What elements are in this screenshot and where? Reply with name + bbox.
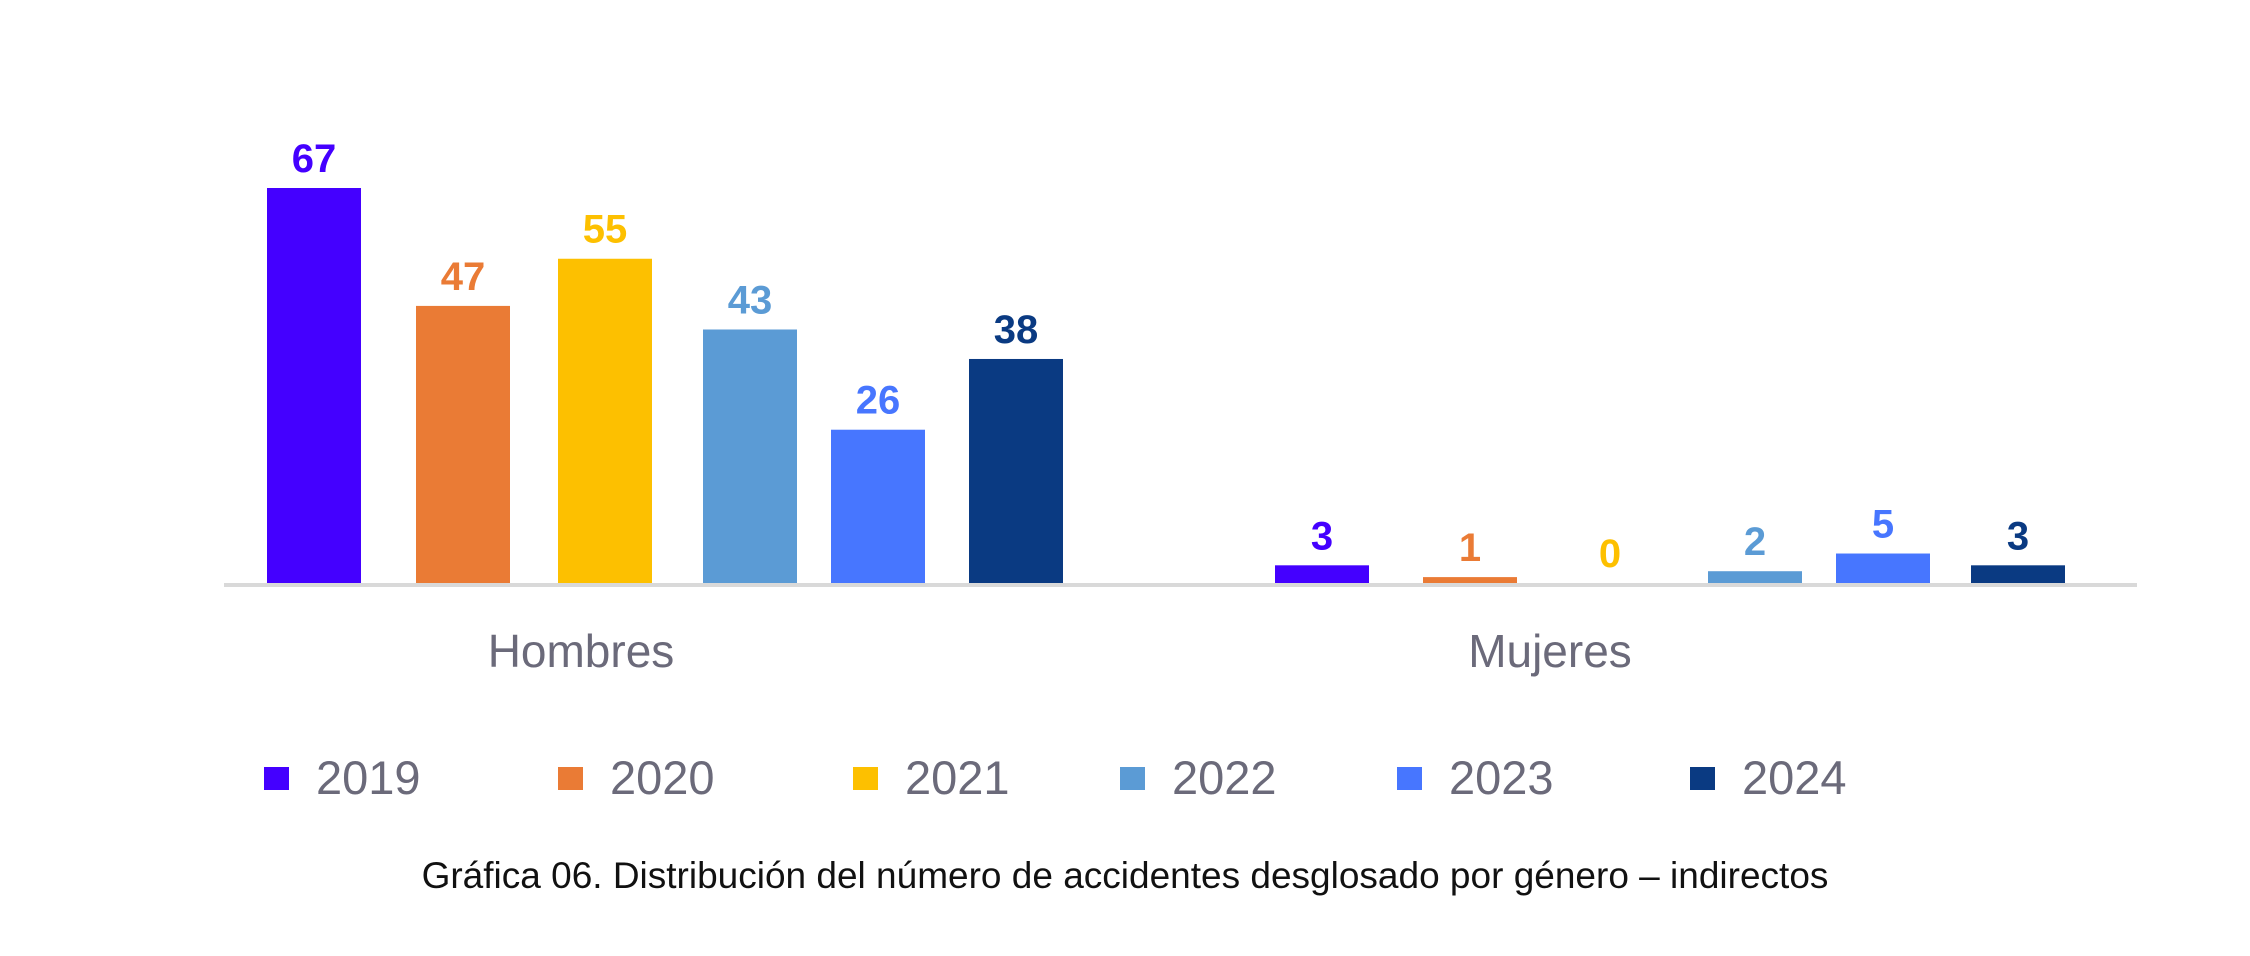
category-label-hombres: Hombres — [488, 625, 675, 677]
legend-swatch — [1120, 766, 1145, 790]
data-label-mujeres-2019: 3 — [1311, 514, 1333, 558]
legend-item-2020[interactable]: 2020 — [558, 748, 715, 808]
bar-hombres-2021 — [558, 258, 652, 583]
category-label-mujeres: Mujeres — [1468, 625, 1632, 677]
bar-chart: 67 3 47 1 55 0 43 2 26 5 38 3 Hombres Mujeres — [224, 137, 2137, 677]
legend-item-2021[interactable]: 2021 — [853, 748, 1010, 808]
bar-hombres-2023 — [831, 429, 925, 583]
bar-mujeres-2022 — [1708, 571, 1802, 583]
bar-mujeres-2020 — [1423, 577, 1517, 583]
bar-hombres-2019 — [267, 188, 361, 583]
bar-mujeres-2024 — [1971, 565, 2065, 583]
legend-label: 2020 — [610, 751, 715, 804]
legend-item-2019[interactable]: 2019 — [264, 748, 421, 808]
legend-swatch — [853, 766, 878, 790]
data-label-hombres-2024: 38 — [994, 308, 1039, 352]
legend-label: 2022 — [1172, 751, 1277, 804]
data-label-mujeres-2021: 0 — [1599, 532, 1621, 576]
data-label-mujeres-2020: 1 — [1459, 526, 1481, 570]
legend-label: 2023 — [1449, 751, 1554, 804]
bar-mujeres-2019 — [1275, 565, 1369, 583]
bar-hombres-2024 — [969, 358, 1063, 583]
data-label-mujeres-2024: 3 — [2007, 514, 2029, 558]
bar-hombres-2022 — [703, 329, 797, 583]
data-label-hombres-2020: 47 — [441, 255, 486, 299]
legend-swatch — [1397, 766, 1422, 790]
legend-label: 2019 — [316, 751, 421, 804]
data-label-hombres-2023: 26 — [856, 379, 901, 423]
data-label-hombres-2021: 55 — [583, 208, 628, 252]
legend-label: 2024 — [1742, 751, 1847, 804]
bar-hombres-2020 — [416, 305, 510, 583]
data-label-mujeres-2023: 5 — [1872, 503, 1894, 547]
data-label-hombres-2022: 43 — [728, 278, 773, 322]
bar-mujeres-2023 — [1836, 553, 1930, 583]
legend-item-2024[interactable]: 2024 — [1690, 748, 1847, 808]
legend-swatch — [264, 766, 289, 790]
legend-swatch — [1690, 766, 1715, 790]
figure-caption: Gráfica 06. Distribución del número de a… — [421, 855, 1829, 896]
bars-group — [267, 188, 2065, 583]
legend-label: 2021 — [905, 751, 1010, 804]
legend: 2019 2020 2021 2022 2023 2024 — [0, 748, 2250, 808]
legend-item-2022[interactable]: 2022 — [1120, 748, 1277, 808]
data-label-hombres-2019: 67 — [292, 137, 337, 181]
legend-item-2023[interactable]: 2023 — [1397, 748, 1554, 808]
data-label-mujeres-2022: 2 — [1744, 520, 1766, 564]
value-labels-group: 67 3 47 1 55 0 43 2 26 5 38 3 — [292, 137, 2029, 576]
legend-swatch — [558, 766, 583, 790]
